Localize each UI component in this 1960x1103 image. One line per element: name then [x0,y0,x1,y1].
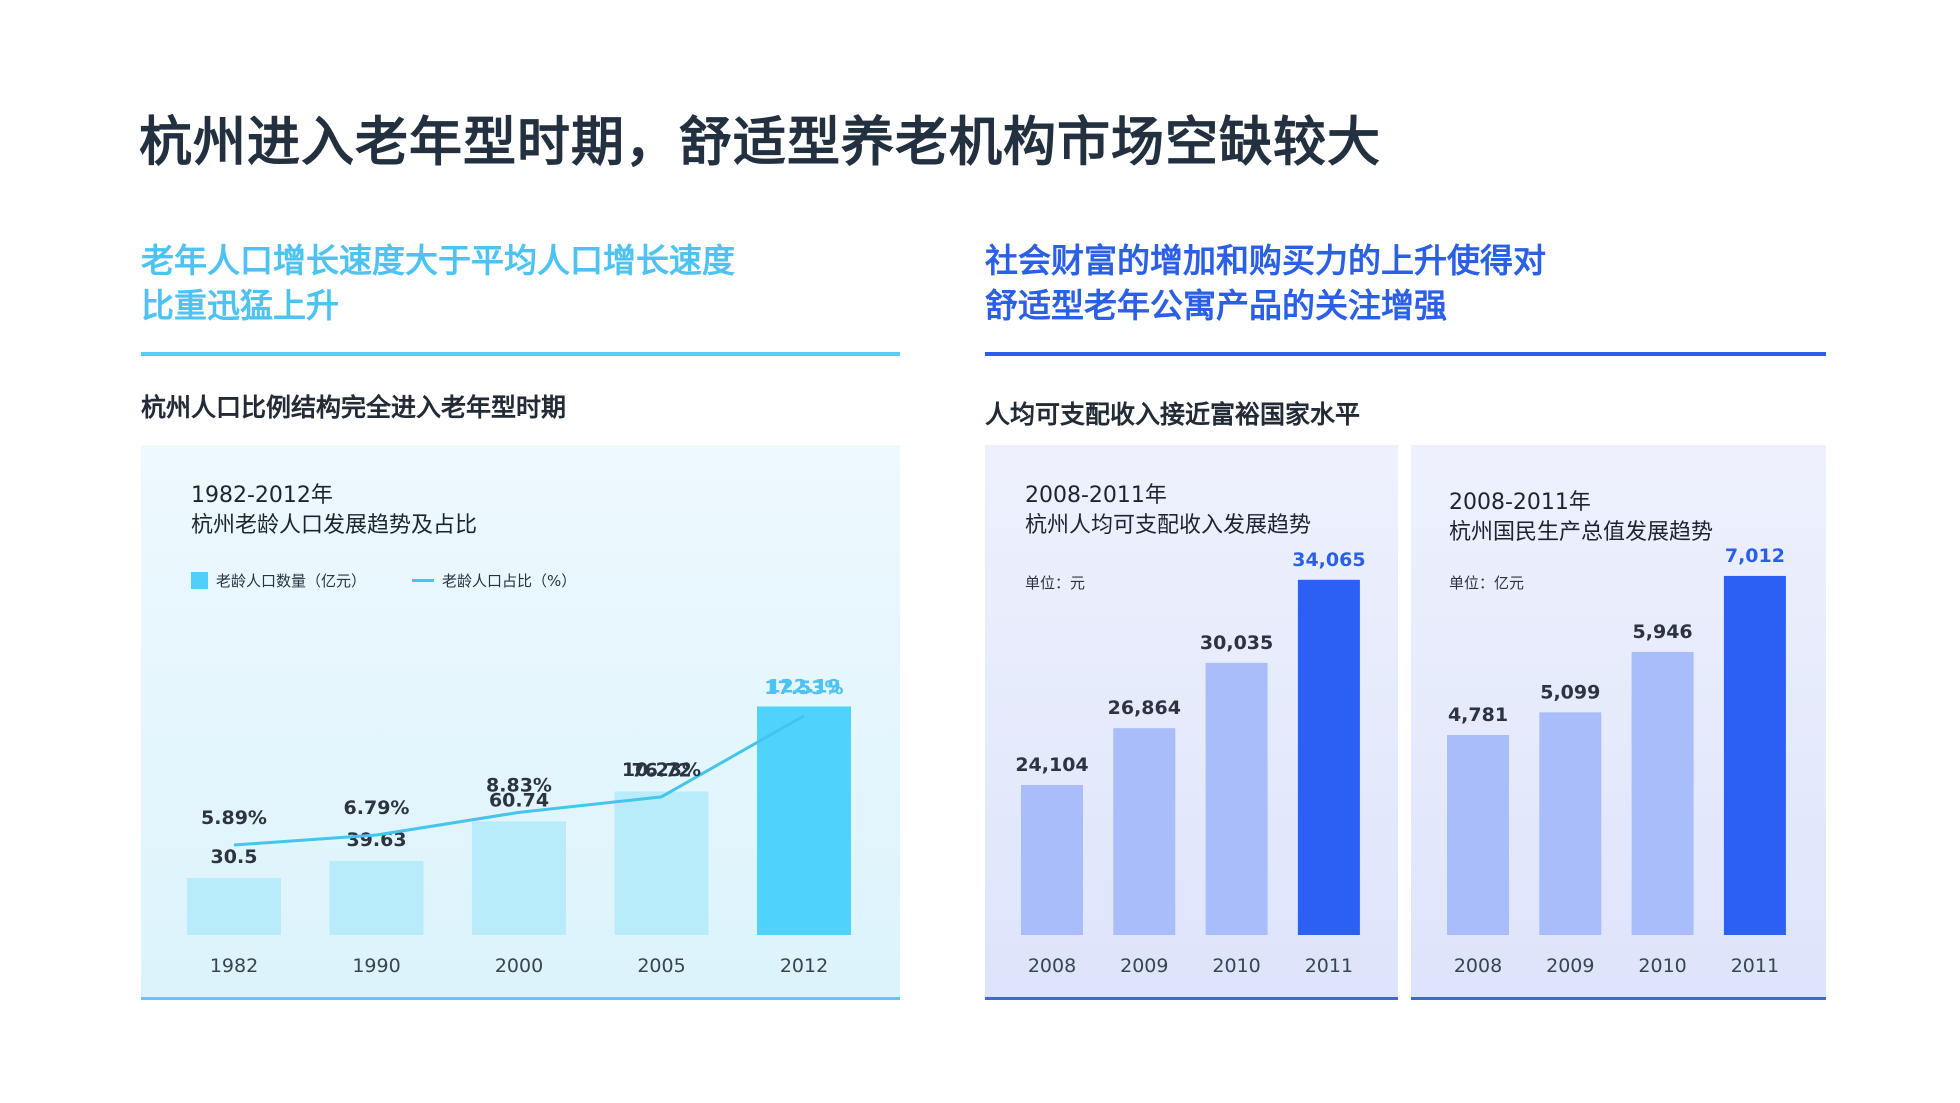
bar-2000 [472,821,566,935]
income-bar-2009 [1113,728,1176,935]
gdp-x-tick-label-2010: 2010 [1638,955,1686,977]
right-divider [985,352,1826,356]
bar-value-label-2012: 122.19 [767,676,840,698]
right-heading-line-2: 舒适型老年公寓产品的关注增强 [985,286,1447,325]
gdp-chart: 4,781 2008 5,099 2009 5,946 2010 7,012 2011 [1447,545,1786,977]
income-value-label-2008: 24,104 [1015,754,1088,776]
elderly-population-panel: 1982-2012年 杭州老龄人口发展趋势及占比 老龄人口数量（亿元） 老龄人口… [141,445,900,1000]
income-x-tick-label-2008: 2008 [1028,955,1076,977]
income-bar-2008 [1021,785,1083,935]
income-x-tick-label-2010: 2010 [1212,955,1260,977]
right-heading-line-1: 社会财富的增加和购买力的上升使得对 [985,241,1546,280]
x-tick-label-1982: 1982 [210,955,258,977]
x-tick-label-2000: 2000 [495,955,543,977]
income-x-tick-label-2011: 2011 [1305,955,1353,977]
gdp-chart-title-line-1: 2008-2011年 [1449,490,1591,515]
gdp-bar-2008 [1447,735,1509,935]
legend-bar-label: 老龄人口数量（亿元） [216,572,367,590]
income-bar-2011 [1297,579,1360,935]
percentage-label-2000: 8.83% [486,774,552,796]
bar-value-label-1982: 30.5 [211,846,258,868]
right-section-heading: 社会财富的增加和购买力的上升使得对 舒适型老年公寓产品的关注增强 [985,238,1546,328]
left-divider [141,352,900,356]
bar-2012 [757,706,851,935]
right-subheading: 人均可支配收入接近富裕国家水平 [985,400,1361,429]
income-chart-title-line-2: 杭州人均可支配收入发展趋势 [1025,513,1312,538]
gdp-bar-2011 [1723,575,1786,935]
income-value-label-2009: 26,864 [1108,697,1181,719]
bar-2005 [614,791,709,935]
gdp-unit-label: 单位：亿元 [1449,574,1525,592]
page-title: 杭州进入老年型时期，舒适型养老机构市场空缺较大 [139,112,1381,173]
legend-line-swatch [412,579,435,582]
gdp-x-tick-label-2008: 2008 [1454,955,1502,977]
left-subheading: 杭州人口比例结构完全进入老年型时期 [141,393,567,422]
gdp-value-label-2008: 4,781 [1448,704,1508,726]
income-panel: 2008-2011年 杭州人均可支配收入发展趋势 单位：元 24,104 2008… [985,445,1398,1000]
left-heading-line-2: 比重迅猛上升 [141,286,339,325]
x-tick-label-1990: 1990 [352,955,400,977]
percentage-label-2005: 10.23% [622,759,701,781]
bar-value-label-2000: 60.74 [489,789,549,811]
income-chart-title: 2008-2011年 杭州人均可支配收入发展趋势 [1025,481,1311,541]
legend-line-label: 老龄人口占比（%） [442,572,577,590]
gdp-value-label-2011: 7,012 [1725,545,1785,567]
income-bar-2010 [1205,662,1268,935]
x-tick-label-2012: 2012 [780,955,828,977]
percentage-label-2012: 17.53% [764,677,843,699]
income-value-label-2011: 34,065 [1292,549,1365,571]
gdp-x-tick-label-2009: 2009 [1546,955,1594,977]
income-x-tick-label-2009: 2009 [1120,955,1168,977]
percentage-label-1982: 5.89% [201,807,267,829]
income-chart: 24,104 2008 26,864 2009 30,035 2010 34,065 2011 [1015,549,1365,977]
gdp-bar-2010 [1631,651,1694,935]
income-value-label-2010: 30,035 [1200,632,1273,654]
left-section-heading: 老年人口增长速度大于平均人口增长速度 比重迅猛上升 [141,238,735,328]
bar-1990 [329,860,424,935]
elderly-population-chart: 30.5 1982 39.63 1990 60.74 2000 76.72 2005 122.1… [187,676,851,977]
gdp-value-label-2010: 5,946 [1633,621,1693,643]
bar-value-label-2005: 76.72 [631,760,691,782]
percentage-label-1990: 6.79% [344,797,410,819]
legend-bar-swatch [191,572,208,589]
bar-value-label-1990: 39.63 [346,829,406,851]
income-unit-label: 单位：元 [1025,574,1086,592]
elderly-chart-legend: 老龄人口数量（亿元） 老龄人口占比（%） [191,570,576,591]
x-tick-label-2005: 2005 [637,955,685,977]
gdp-panel: 2008-2011年 杭州国民生产总值发展趋势 单位：亿元 4,781 2008 5… [1411,445,1826,1000]
gdp-x-tick-label-2011: 2011 [1731,955,1779,977]
income-chart-title-line-1: 2008-2011年 [1025,483,1167,508]
gdp-chart-title: 2008-2011年 杭州国民生产总值发展趋势 [1449,488,1713,548]
gdp-bar-2009 [1539,712,1602,935]
elderly-chart-title: 1982-2012年 杭州老龄人口发展趋势及占比 [191,481,477,541]
elderly-chart-title-line-1: 1982-2012年 [191,483,333,508]
gdp-chart-title-line-2: 杭州国民生产总值发展趋势 [1449,520,1714,545]
gdp-value-label-2009: 5,099 [1540,681,1600,703]
elderly-chart-title-line-2: 杭州老龄人口发展趋势及占比 [191,513,478,538]
bar-1982 [187,877,281,935]
left-heading-line-1: 老年人口增长速度大于平均人口增长速度 [141,241,735,280]
